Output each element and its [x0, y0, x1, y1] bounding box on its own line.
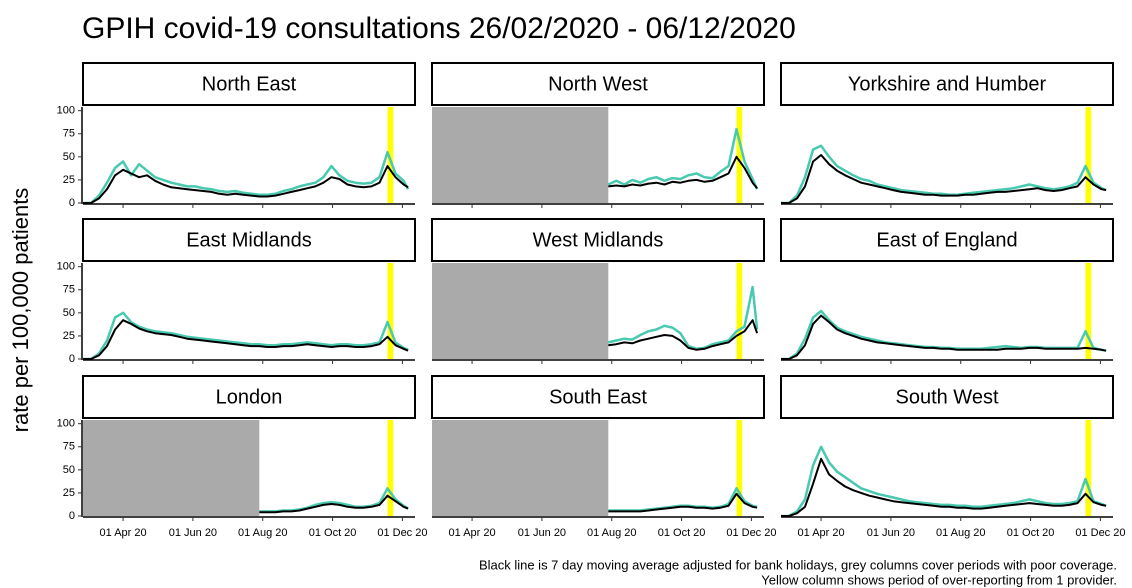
- y-tick-label: 50: [63, 151, 75, 163]
- series-line: [608, 155, 758, 189]
- strip: [780, 218, 1114, 262]
- y-tick-label: 0: [69, 353, 75, 365]
- x-tick-label: 01 Apr 20: [100, 527, 147, 539]
- panel-title: East of England: [876, 229, 1017, 251]
- series-line: [83, 311, 409, 361]
- panel-title: Yorkshire and Humber: [848, 73, 1047, 95]
- strip: [780, 62, 1114, 106]
- strip: [82, 62, 416, 106]
- x-tick-label: 01 Apr 20: [449, 527, 496, 539]
- x-tick-label: 01 Dec 20: [726, 527, 776, 539]
- series-line: [259, 487, 409, 513]
- series-line: [608, 319, 759, 351]
- y-tick-label: 50: [63, 464, 75, 476]
- note: Yellow column shows period of over-repor…: [761, 572, 1117, 587]
- series-line: [781, 314, 1107, 360]
- highlight-period: [387, 263, 394, 359]
- strip: [780, 375, 1114, 419]
- highlight-period: [736, 107, 743, 203]
- panel-title: East Midlands: [186, 229, 312, 251]
- highlight-period: [1085, 107, 1092, 203]
- y-tick-label: 50: [63, 307, 75, 319]
- strip: [82, 375, 416, 419]
- series-line: [781, 154, 1107, 204]
- strip: [431, 375, 765, 419]
- highlight-period: [387, 107, 394, 203]
- series-line: [607, 127, 759, 190]
- panel-title: West Midlands: [533, 229, 664, 251]
- y-tick-label: 25: [63, 487, 75, 499]
- y-tick-label: 25: [63, 174, 75, 186]
- x-tick-label: 01 Apr 20: [798, 527, 845, 539]
- x-tick-label: 01 Aug 20: [238, 527, 288, 539]
- poor-coverage: [432, 263, 609, 359]
- series-line: [83, 319, 409, 360]
- y-tick-label: 0: [69, 510, 75, 522]
- panel-title: North West: [548, 73, 648, 95]
- panel-title: South East: [549, 386, 647, 408]
- highlight-period: [387, 420, 394, 516]
- x-tick-label: 01 Oct 20: [1007, 527, 1055, 539]
- poor-coverage: [83, 420, 260, 516]
- y-tick-label: 75: [63, 441, 75, 453]
- x-tick-label: 01 Dec 20: [377, 527, 427, 539]
- series-line: [608, 285, 759, 351]
- y-tick-label: 100: [57, 261, 75, 273]
- poor-coverage: [432, 107, 609, 203]
- highlight-period: [1085, 420, 1092, 516]
- x-tick-label: 01 Oct 20: [658, 527, 706, 539]
- poor-coverage: [432, 420, 609, 516]
- panel-title: South West: [895, 386, 998, 408]
- highlight-period: [736, 263, 743, 359]
- strip: [82, 218, 416, 262]
- y-tick-label: 100: [57, 418, 75, 430]
- panel-title: London: [216, 386, 283, 408]
- x-tick-label: 01 Oct 20: [309, 527, 357, 539]
- chart-title: GPIH covid-19 consultations 26/02/2020 -…: [82, 12, 796, 45]
- x-tick-label: 01 Jun 20: [169, 527, 217, 539]
- y-tick-label: 75: [63, 128, 75, 140]
- y-axis-label: rate per 100,000 patients: [8, 188, 33, 433]
- x-tick-label: 01 Jun 20: [518, 527, 566, 539]
- strip: [431, 218, 765, 262]
- panel-title: North East: [202, 73, 297, 95]
- y-tick-label: 0: [69, 197, 75, 209]
- y-tick-label: 75: [63, 284, 75, 296]
- series-line: [83, 165, 409, 204]
- x-tick-label: 01 Aug 20: [587, 527, 637, 539]
- y-tick-label: 100: [57, 105, 75, 117]
- x-tick-label: 01 Aug 20: [936, 527, 986, 539]
- series-line: [781, 144, 1107, 205]
- x-tick-label: 01 Dec 20: [1075, 527, 1125, 539]
- note: Black line is 7 day moving average adjus…: [479, 557, 1117, 572]
- series-line: [781, 309, 1107, 361]
- series-line: [83, 150, 410, 205]
- x-tick-label: 01 Jun 20: [867, 527, 915, 539]
- y-tick-label: 25: [63, 330, 75, 342]
- highlight-period: [736, 420, 743, 516]
- series-line: [608, 492, 758, 513]
- series-line: [259, 494, 409, 514]
- strip: [431, 62, 765, 106]
- highlight-period: [1085, 263, 1092, 359]
- series-line: [781, 457, 1107, 517]
- series-line: [781, 445, 1107, 518]
